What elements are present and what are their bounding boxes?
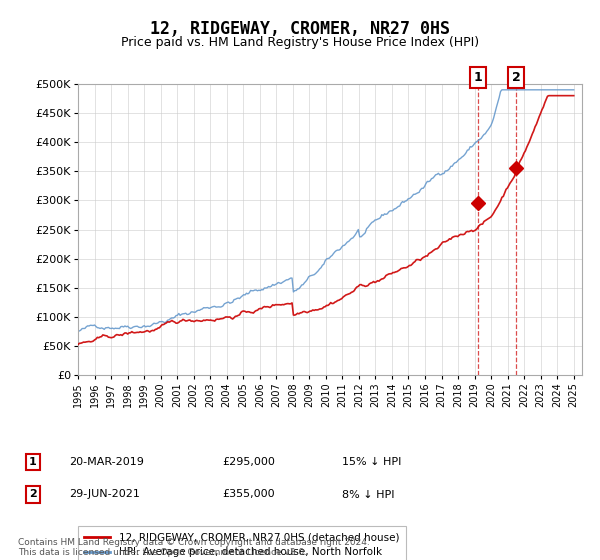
Text: 2: 2: [512, 71, 520, 84]
Text: 1: 1: [474, 71, 482, 84]
Text: 15% ↓ HPI: 15% ↓ HPI: [342, 457, 401, 467]
Text: £355,000: £355,000: [222, 489, 275, 500]
Legend: 12, RIDGEWAY, CROMER, NR27 0HS (detached house), HPI: Average price, detached ho: 12, RIDGEWAY, CROMER, NR27 0HS (detached…: [78, 526, 406, 560]
Text: 2: 2: [29, 489, 37, 500]
Text: 29-JUN-2021: 29-JUN-2021: [69, 489, 140, 500]
Text: Contains HM Land Registry data © Crown copyright and database right 2024.
This d: Contains HM Land Registry data © Crown c…: [18, 538, 370, 557]
Text: Price paid vs. HM Land Registry's House Price Index (HPI): Price paid vs. HM Land Registry's House …: [121, 36, 479, 49]
Text: 20-MAR-2019: 20-MAR-2019: [69, 457, 144, 467]
Text: 12, RIDGEWAY, CROMER, NR27 0HS: 12, RIDGEWAY, CROMER, NR27 0HS: [150, 20, 450, 38]
Text: 1: 1: [29, 457, 37, 467]
Text: £295,000: £295,000: [222, 457, 275, 467]
Text: 8% ↓ HPI: 8% ↓ HPI: [342, 489, 395, 500]
